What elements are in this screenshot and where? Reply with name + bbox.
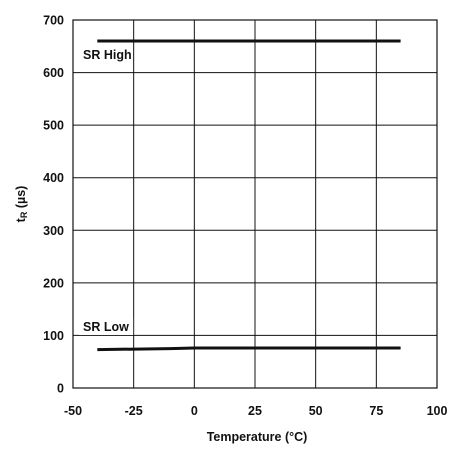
x-tick-label: 25 xyxy=(248,404,262,418)
y-axis-title-unit: (µs) xyxy=(14,186,28,212)
y-axis-title-main: t xyxy=(14,217,28,222)
x-tick-label: 0 xyxy=(191,404,198,418)
y-tick-label: 200 xyxy=(43,276,64,290)
x-tick-label: -50 xyxy=(64,404,82,418)
tick-labels: -50 -25 0 25 50 75 100 0 100 200 300 400 500 600 700 xyxy=(43,14,447,419)
y-tick-label: 700 xyxy=(43,14,64,28)
plot-frame xyxy=(72,19,438,389)
x-tick-label: 50 xyxy=(309,404,323,418)
y-tick-label: 300 xyxy=(43,224,64,238)
y-axis-title-subscript: R xyxy=(19,211,29,218)
y-tick-label: 100 xyxy=(43,329,64,343)
y-tick-label: 600 xyxy=(43,66,64,80)
grid xyxy=(72,19,438,389)
x-tick-label: 75 xyxy=(369,404,383,418)
series-line-sr-low xyxy=(97,346,401,352)
x-tick-label: -25 xyxy=(125,404,143,418)
y-tick-label: 400 xyxy=(43,171,64,185)
series-label-sr-high: SR High xyxy=(83,48,132,62)
x-axis-title: Temperature (°C) xyxy=(207,430,308,444)
series-layer xyxy=(97,39,401,352)
y-axis-title: tR (µs) xyxy=(14,186,29,223)
series-label-background xyxy=(79,319,134,335)
series-label-sr-low: SR Low xyxy=(83,320,129,334)
y-tick-label: 500 xyxy=(43,119,64,133)
y-tick-label: 0 xyxy=(57,382,64,396)
x-tick-label: 100 xyxy=(427,404,448,418)
